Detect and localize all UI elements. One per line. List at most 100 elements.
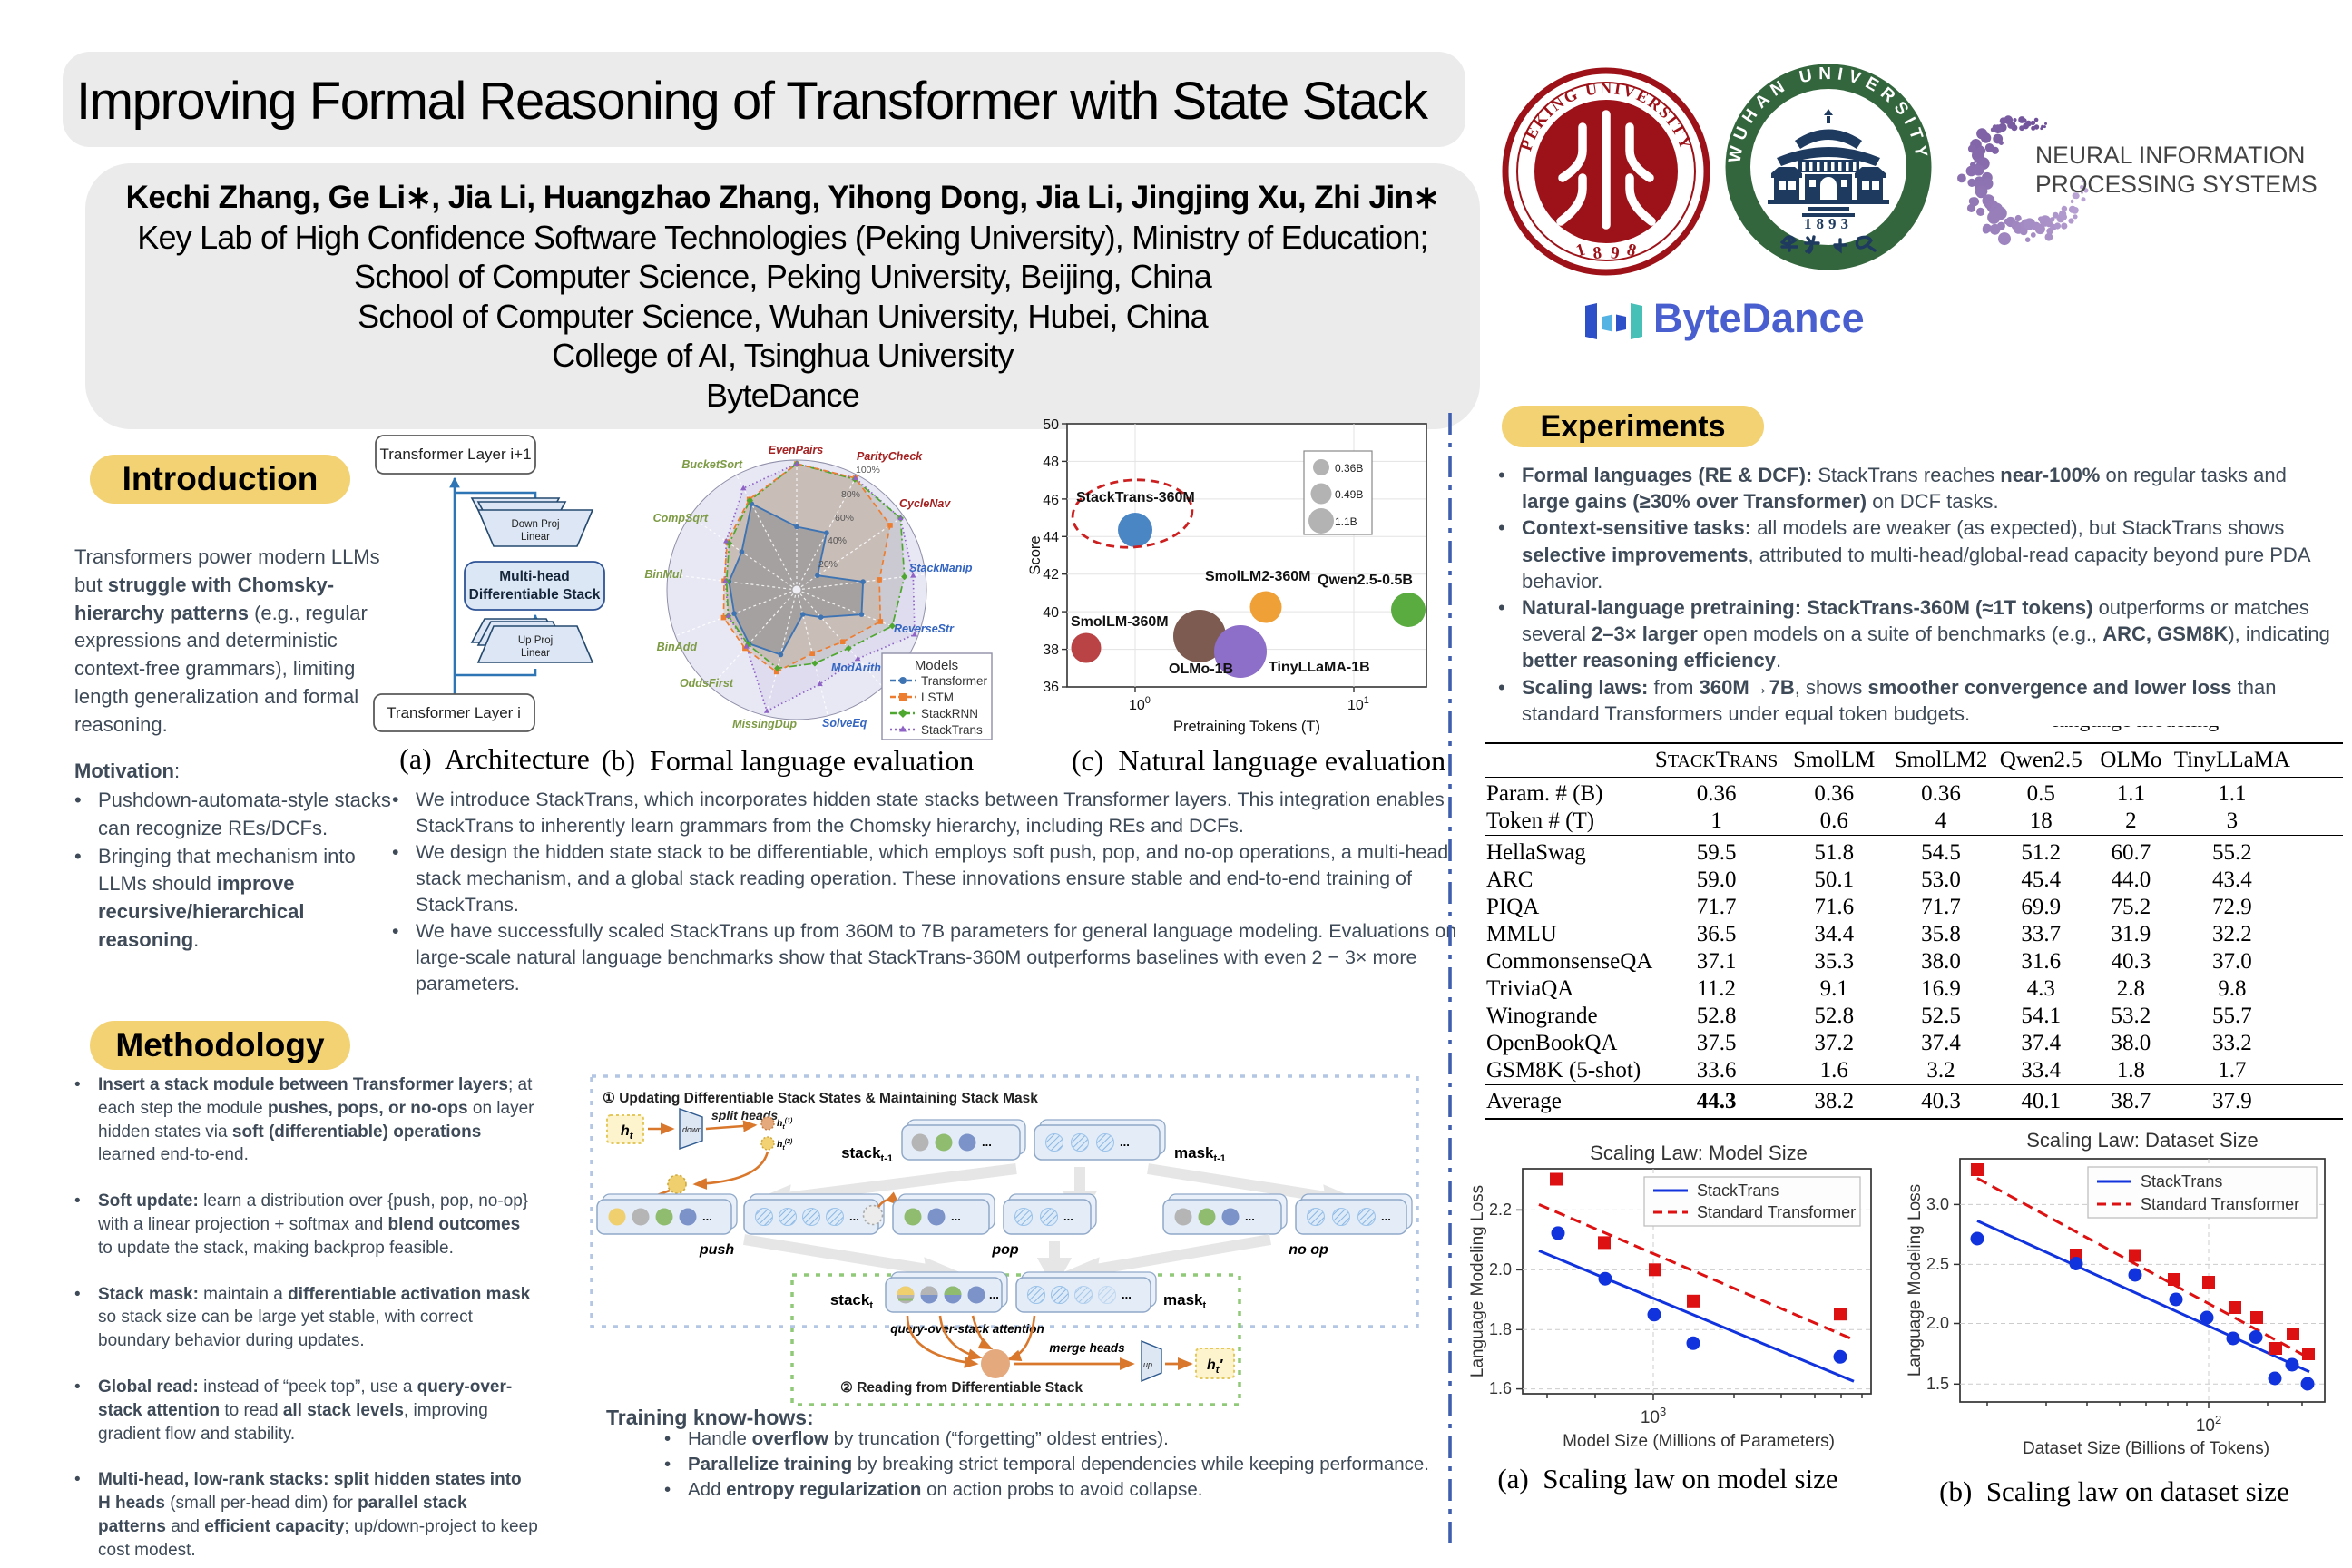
svg-text:0.36B: 0.36B (1335, 462, 1363, 475)
svg-text:down: down (682, 1125, 702, 1134)
svg-text:Linear: Linear (521, 648, 550, 659)
svg-text:...: ... (702, 1210, 712, 1223)
svg-text:Differentiable Stack: Differentiable Stack (469, 587, 601, 603)
svg-text:40%: 40% (828, 535, 847, 546)
svg-text:maskt: maskt (1163, 1291, 1206, 1311)
svg-text:2.5: 2.5 (1926, 1255, 1949, 1273)
svg-text:StackRNN: StackRNN (921, 707, 978, 720)
svg-text:Language Modeling Loss: Language Modeling Loss (1906, 1184, 1925, 1377)
svg-text:ParityCheck: ParityCheck (857, 450, 923, 463)
svg-text:StackTrans: StackTrans (2141, 1172, 2222, 1191)
svg-text:CycleNav: CycleNav (899, 497, 951, 510)
svg-text:Up Proj: Up Proj (518, 635, 553, 646)
svg-text:ht′: ht′ (1207, 1357, 1223, 1376)
svg-text:Multi-head: Multi-head (499, 569, 570, 584)
svg-text:① Updating Differentiable Stac: ① Updating Differentiable Stack States &… (603, 1091, 1038, 1106)
svg-text:ht(2): ht(2) (777, 1139, 793, 1152)
svg-text:split heads: split heads (711, 1108, 778, 1122)
svg-text:1.5: 1.5 (1926, 1375, 1949, 1393)
svg-text:36: 36 (1043, 680, 1059, 695)
svg-text:50: 50 (1043, 417, 1059, 433)
svg-text:ByteDance: ByteDance (1653, 295, 1865, 341)
svg-text:TinyLLaMA-1B: TinyLLaMA-1B (1269, 660, 1370, 675)
svg-text:2.0: 2.0 (1926, 1314, 1949, 1332)
svg-text:100%: 100% (856, 465, 880, 475)
svg-text:Transformer Layer i+1: Transformer Layer i+1 (379, 446, 531, 463)
svg-text:BinMul: BinMul (644, 568, 682, 581)
svg-text:42: 42 (1043, 567, 1059, 583)
svg-text:ModArith: ModArith (831, 662, 881, 674)
svg-text:1.8: 1.8 (1489, 1320, 1512, 1338)
svg-text:8: 8 (1592, 243, 1602, 263)
svg-text:StackTrans-360M: StackTrans-360M (1076, 490, 1195, 505)
svg-text:...: ... (1245, 1210, 1255, 1223)
svg-text:Standard Transformer: Standard Transformer (2141, 1195, 2299, 1213)
svg-text:StackManip: StackManip (909, 562, 973, 574)
svg-text:MissingDup: MissingDup (732, 718, 797, 730)
svg-text:Standard Transformer: Standard Transformer (1697, 1203, 1856, 1221)
svg-text:stackt: stackt (830, 1291, 873, 1311)
svg-text:Score: Score (1027, 535, 1044, 574)
svg-text:Scaling Law: Dataset Size: Scaling Law: Dataset Size (2026, 1129, 2259, 1152)
svg-text:103: 103 (1641, 1405, 1666, 1427)
svg-text:② Reading from Differentiable: ② Reading from Differentiable Stack (840, 1380, 1083, 1396)
svg-text:40: 40 (1043, 605, 1059, 621)
svg-text:...: ... (1120, 1135, 1130, 1149)
svg-text:102: 102 (2196, 1413, 2221, 1436)
svg-text:...: ... (1122, 1288, 1132, 1301)
svg-text:no op: no op (1289, 1242, 1328, 1258)
svg-text:Transformer: Transformer (921, 674, 988, 688)
svg-text:2.0: 2.0 (1489, 1260, 1512, 1279)
svg-text:OLMo-1B: OLMo-1B (1169, 662, 1233, 677)
svg-text:ReverseStr: ReverseStr (894, 622, 955, 635)
svg-text:OddsFirst: OddsFirst (680, 677, 734, 690)
svg-text:BucketSort: BucketSort (681, 458, 743, 471)
svg-text:80%: 80% (841, 489, 860, 500)
svg-text:...: ... (989, 1288, 999, 1301)
svg-text:EvenPairs: EvenPairs (769, 444, 824, 456)
svg-text:stackt-1: stackt-1 (841, 1144, 893, 1164)
svg-text:100: 100 (1129, 695, 1151, 713)
svg-text:BinAdd: BinAdd (657, 641, 698, 653)
svg-text:pop: pop (991, 1242, 1019, 1258)
svg-text:60%: 60% (835, 513, 854, 524)
svg-text:maskt-1: maskt-1 (1174, 1144, 1226, 1164)
svg-text:Linear: Linear (521, 532, 550, 543)
svg-text:PROCESSING SYSTEMS: PROCESSING SYSTEMS (2035, 171, 2318, 198)
svg-text:Down Proj: Down Proj (511, 519, 559, 530)
svg-text:...: ... (1063, 1210, 1073, 1223)
svg-text:44: 44 (1043, 530, 1059, 545)
svg-text:query-over-stack attention: query-over-stack attention (890, 1322, 1044, 1336)
svg-text:Transformer Layer i: Transformer Layer i (387, 704, 521, 721)
svg-text:CompSqrt: CompSqrt (653, 512, 709, 524)
svg-text:SmolLM2-360M: SmolLM2-360M (1205, 569, 1310, 584)
svg-text:NEURAL INFORMATION: NEURAL INFORMATION (2035, 142, 2305, 169)
svg-text:46: 46 (1043, 493, 1059, 508)
svg-text:Scaling Law: Model Size: Scaling Law: Model Size (1590, 1142, 1808, 1164)
svg-text:20%: 20% (818, 559, 838, 570)
svg-text:merge heads: merge heads (1049, 1341, 1125, 1355)
svg-text:3.0: 3.0 (1926, 1195, 1949, 1213)
svg-text:up: up (1143, 1360, 1152, 1369)
svg-text:push: push (699, 1242, 734, 1258)
svg-text:1.6: 1.6 (1489, 1379, 1512, 1397)
svg-text:SmolLM-360M: SmolLM-360M (1071, 614, 1169, 630)
svg-text:Language Modeling Loss: Language Modeling Loss (1468, 1185, 1487, 1377)
svg-text:48: 48 (1043, 455, 1059, 470)
svg-text:9: 9 (1610, 243, 1621, 263)
svg-text:0.49B: 0.49B (1335, 488, 1363, 501)
svg-text:101: 101 (1348, 695, 1369, 713)
svg-text:Pretraining Tokens (T): Pretraining Tokens (T) (1173, 719, 1320, 735)
svg-text:...: ... (1381, 1210, 1391, 1223)
svg-text:2.2: 2.2 (1489, 1200, 1512, 1219)
svg-text:1893: 1893 (1804, 215, 1853, 232)
svg-text:...: ... (951, 1210, 961, 1223)
svg-text:Model Size (Millions of Parame: Model Size (Millions of Parameters) (1563, 1432, 1835, 1451)
svg-text:Dataset Size (Billions of Toke: Dataset Size (Billions of Tokens) (2023, 1439, 2269, 1458)
svg-text:1.1B: 1.1B (1335, 515, 1357, 528)
svg-text:38: 38 (1043, 642, 1059, 658)
svg-text:LSTM: LSTM (921, 691, 954, 704)
svg-text:StackTrans: StackTrans (1697, 1181, 1779, 1200)
svg-text:Models: Models (915, 658, 958, 673)
svg-text:ht(1): ht(1) (777, 1118, 793, 1131)
